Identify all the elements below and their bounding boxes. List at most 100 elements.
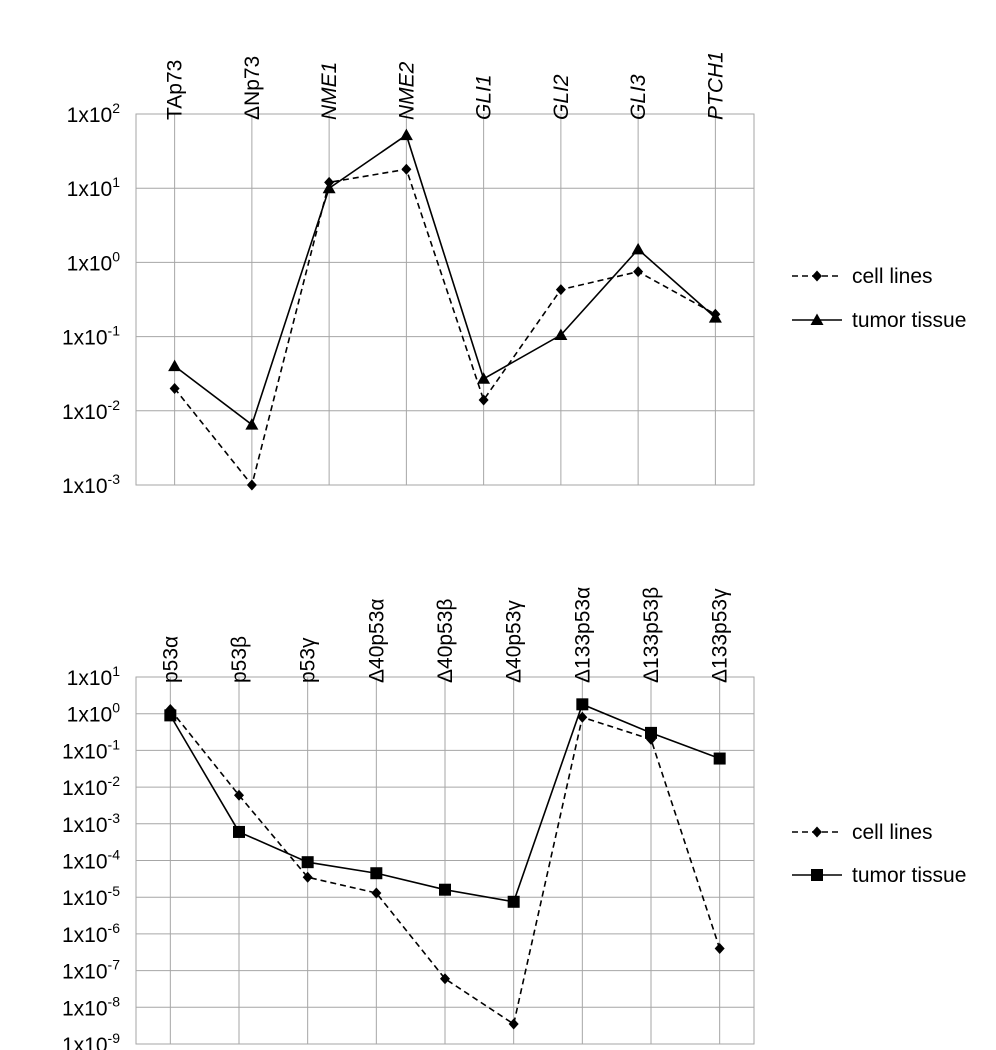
y-tick-label: 1x10-7 (62, 957, 120, 984)
y-tick-base: 1x10 (67, 667, 113, 690)
diamond-marker (169, 382, 180, 394)
legend-label: cell lines (852, 265, 933, 288)
gridlines (135, 113, 755, 486)
triangle-marker (631, 242, 645, 255)
diamond-marker (555, 284, 566, 296)
y-tick-base: 1x10 (62, 961, 108, 984)
y-tick-label: 1x101 (67, 174, 121, 201)
y-tick-base: 1x10 (62, 887, 108, 910)
category-label: Δ133p53α (571, 587, 594, 683)
y-tick-label: 1x100 (67, 248, 121, 275)
series-cell-lines (165, 704, 725, 1030)
y-tick-base: 1x10 (62, 924, 108, 947)
y-tick-label: 1x10-5 (62, 883, 120, 910)
square-marker (713, 752, 726, 765)
y-tick-label: 1x10-3 (62, 471, 120, 498)
triangle-marker (399, 128, 413, 141)
square-marker (507, 895, 520, 908)
y-tick-label: 1x102 (67, 100, 121, 127)
series-tumor-tissue (168, 128, 722, 430)
y-tick-base: 1x10 (67, 104, 113, 127)
triangle-marker (168, 359, 182, 372)
y-tick-exponent: -8 (108, 993, 121, 1009)
category-label: GLI1 (473, 74, 496, 120)
series-line (169, 709, 721, 1026)
square-marker (301, 856, 314, 869)
y-tick-label: 1x10-3 (62, 810, 120, 837)
y-tick-labels: 1x10-91x10-81x10-71x10-61x10-51x10-41x10… (62, 663, 120, 1050)
category-label: p53β (228, 636, 251, 683)
category-labels: TAp73 ΔNp73 NME1 NME2 GLI1 GLI2 GLI3 PTCH1 (164, 51, 728, 120)
square-marker (811, 869, 823, 881)
category-label: NME1 (318, 62, 341, 120)
y-tick-base: 1x10 (62, 997, 108, 1020)
category-label: Δ40p53β (434, 598, 457, 683)
diamond-marker (246, 479, 257, 491)
y-tick-exponent: -9 (108, 1030, 121, 1046)
triangle-marker (810, 313, 824, 325)
legend-entry: tumor tissue (792, 309, 966, 332)
y-tick-exponent: -3 (108, 471, 121, 487)
square-marker (370, 867, 383, 880)
diamond-marker (401, 163, 412, 175)
diamond-marker (371, 887, 382, 899)
diamond-marker (440, 973, 450, 985)
diamond-marker (302, 871, 313, 883)
diamond-marker (812, 270, 822, 282)
y-tick-base: 1x10 (62, 1034, 108, 1050)
y-tick-exponent: 2 (112, 100, 120, 116)
y-tick-base: 1x10 (62, 777, 108, 800)
diamond-marker (577, 711, 588, 723)
category-label: p53γ (297, 637, 320, 683)
y-tick-base: 1x10 (62, 851, 108, 874)
y-tick-base: 1x10 (62, 475, 108, 498)
y-tick-base: 1x10 (62, 327, 108, 350)
y-tick-exponent: -4 (108, 847, 121, 863)
triangle-marker (322, 181, 336, 194)
square-marker (576, 698, 589, 711)
gridlines (135, 676, 755, 1045)
triangle-marker (477, 372, 491, 384)
y-tick-exponent: -3 (108, 810, 121, 826)
category-labels: p53α p53β p53γ Δ40p53α Δ40p53β Δ40p53γ Δ133p53… (159, 587, 731, 683)
category-label: GLI3 (627, 74, 650, 120)
y-tick-label: 1x10-6 (62, 920, 120, 947)
category-label: PTCH1 (704, 51, 727, 120)
y-tick-exponent: 0 (112, 248, 120, 264)
category-label: Δ133p53β (640, 587, 663, 683)
y-tick-label: 1x10-9 (62, 1030, 120, 1050)
legend-entry: cell lines (792, 265, 933, 288)
triangle-marker (554, 328, 568, 341)
legend-entry: cell lines (792, 821, 933, 844)
series-line (174, 133, 716, 426)
category-label: Δ40p53γ (503, 600, 526, 683)
triangle-marker (708, 311, 722, 323)
plot-frame (135, 113, 755, 486)
diamond-marker (714, 943, 725, 955)
y-tick-label: 1x100 (67, 700, 121, 727)
category-label: TAp73 (164, 60, 187, 120)
y-tick-base: 1x10 (67, 252, 113, 275)
y-tick-base: 1x10 (67, 178, 113, 201)
diamond-marker (508, 1018, 519, 1030)
diamond-marker (234, 789, 244, 801)
diamond-marker (812, 826, 822, 838)
y-tick-exponent: 1 (112, 174, 120, 190)
legend-label: tumor tissue (852, 309, 966, 332)
y-tick-label: 1x101 (67, 663, 121, 690)
y-tick-base: 1x10 (62, 814, 108, 837)
triangle-marker (245, 418, 259, 430)
y-tick-exponent: -7 (108, 957, 121, 973)
category-label: ΔNp73 (241, 56, 264, 120)
y-tick-base: 1x10 (67, 704, 113, 727)
category-label: p53α (159, 636, 182, 683)
y-tick-exponent: -1 (108, 736, 121, 752)
y-tick-exponent: -1 (108, 323, 121, 339)
y-tick-label: 1x10-4 (62, 847, 120, 874)
legend-entry: tumor tissue (792, 864, 966, 887)
series-tumor-tissue (164, 698, 726, 908)
legend-label: tumor tissue (852, 864, 966, 887)
